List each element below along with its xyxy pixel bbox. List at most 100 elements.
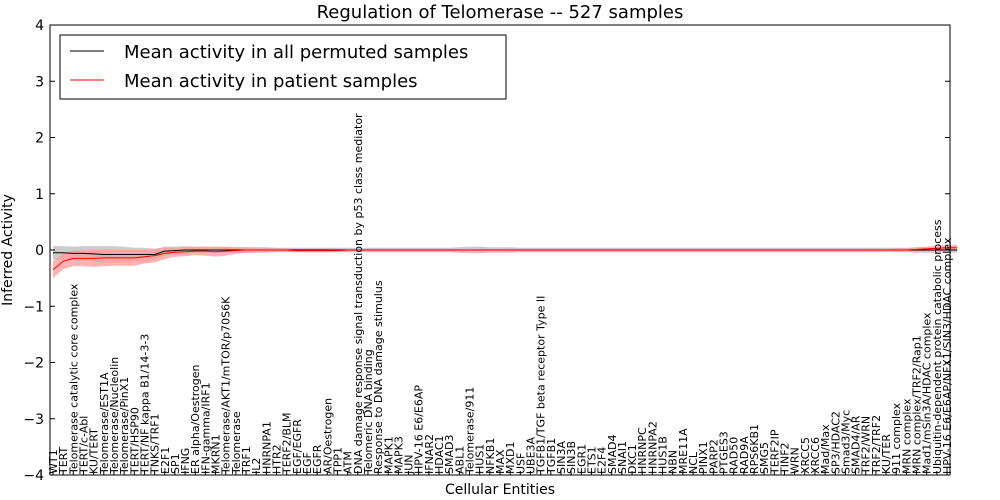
x-tick-label: Telomerase/AKT1/mTOR/p70S6K: [220, 296, 233, 475]
x-tick-label: SIN3A: [555, 441, 568, 474]
x-tick-label: HNRNPC: [636, 427, 649, 474]
x-tick-label: SNAI1: [616, 441, 629, 474]
x-tick-label: JUN: [403, 454, 416, 475]
x-tick-label: E2F4: [596, 447, 609, 474]
x-tick-label: NBN: [667, 450, 680, 474]
x-tick-label: KU/TERT: [88, 428, 101, 474]
x-tick-label: ETS1: [585, 446, 598, 474]
x-tick-label: PINX1: [697, 441, 710, 474]
x-tick-label: TERT/c-Abl: [78, 416, 91, 475]
y-tick-label: 0: [35, 243, 44, 259]
x-tick-label: TERF2/BLM: [281, 412, 294, 475]
x-tick-label: XRCC6: [809, 437, 822, 474]
x-tick-label: IFNAR2: [423, 434, 436, 474]
x-tick-label: MRN complex: [900, 398, 913, 474]
x-tick-label: RAD50: [728, 437, 741, 474]
x-tick-label: HPV-16 E6/E6AP/NFX1/SIN3/HDAC complex: [941, 237, 954, 474]
x-tick-label: HNRNPA1: [260, 421, 273, 474]
x-tick-label: DKC1: [626, 444, 639, 474]
x-tick-label: TRF2/WRN: [860, 416, 873, 475]
x-tick-label: TERT/NF kappa B1/14-3-3: [138, 334, 151, 475]
y-tick-label: −2: [23, 356, 44, 372]
x-tick-label: IL2: [250, 458, 263, 474]
x-tick-label: Mad/Max: [819, 424, 832, 474]
y-tick-label: 2: [35, 131, 44, 147]
x-tick-label: 911 complex: [890, 402, 903, 474]
x-tick-label: Telomerase/PinX1: [118, 377, 131, 475]
legend-label-patient: Mean activity in patient samples: [124, 71, 418, 92]
x-tick-label: UBE3A: [525, 436, 538, 474]
x-tick-label: Mad1/mSin3A/HDAC complex: [921, 312, 934, 474]
x-tick-label: Smad3/Myc: [839, 410, 852, 474]
x-tick-label: SMAD3: [443, 435, 456, 474]
x-tick-label: ABL1: [453, 446, 466, 474]
x-tick-label: HUS1: [474, 444, 487, 474]
x-tick-label: HUS1B: [657, 436, 670, 474]
x-tick-label: TERF2IP: [768, 429, 781, 475]
x-axis-label: Cellular Entities: [445, 482, 555, 498]
x-tick-label: ER alpha/Oestrogen: [189, 364, 202, 474]
x-tick-label: TGFB1: [545, 438, 558, 475]
x-tick-label: SMAD4: [606, 435, 619, 474]
x-tick-label: Telomerase/EST1A: [98, 372, 111, 475]
x-tick-label: EGF: [301, 452, 314, 474]
x-tick-label: USF: [514, 453, 527, 474]
line-patient: [52, 247, 958, 271]
x-tick-label: XRCC5: [799, 437, 812, 474]
x-tick-label: SMAD4/AR: [850, 415, 863, 474]
x-tick-label: TRF1: [240, 446, 253, 475]
x-tick-label: PARP2: [707, 439, 720, 474]
x-tick-label: IFN-gamma/IRF1: [199, 382, 212, 474]
x-tick-label: MRN complex/TRF2/Rap1: [911, 335, 924, 474]
x-tick-label: MKRN1: [210, 434, 223, 474]
x-tick-label: AR/Oestrogen: [321, 398, 334, 474]
x-tick-label: EGR1: [575, 444, 588, 474]
x-tick-label: NFKB1: [484, 438, 497, 474]
x-tick-label: DNA damage response signal transduction …: [352, 113, 365, 474]
x-tick-label: TINF2: [779, 442, 792, 475]
y-axis-label: Inferred Activity: [0, 194, 16, 306]
x-tick-label: TPP1: [332, 447, 345, 475]
x-tick-label: Telomerase/Nucleolin: [108, 357, 121, 475]
series-lines: [52, 247, 958, 271]
x-tick-label: MAPK1: [382, 436, 395, 474]
x-tick-label: SP3/HDAC2: [829, 411, 842, 474]
y-axis: −4 −3 −2 −1 0 1 2 3 4: [23, 18, 950, 484]
x-tick-label: Telomerase/911: [464, 387, 477, 475]
x-tick-label: RAD9A: [738, 436, 751, 474]
x-tick-label: SMG5: [758, 442, 771, 474]
legend: Mean activity in all permuted samples Me…: [59, 34, 507, 100]
x-tick-label: MRE11A: [677, 428, 690, 474]
x-tick-label: HDAC1: [433, 435, 446, 474]
x-tick-label: HNRNPA2: [646, 421, 659, 474]
x-tick-label: WRN: [789, 447, 802, 474]
x-tick-label: TERT: [57, 446, 70, 475]
x-tick-label: TNKS/TRF1: [149, 413, 162, 475]
x-tick-label: PTGES3: [718, 431, 731, 474]
chart-title: Regulation of Telomerase -- 527 samples: [317, 2, 684, 23]
legend-label-permuted: Mean activity in all permuted samples: [124, 42, 468, 63]
x-tick-label: Response to DNA damage stimulus: [372, 280, 385, 474]
x-tick-label: EGF/EGFR: [291, 419, 304, 474]
x-tick-label: Telomerase: [230, 411, 243, 475]
y-tick-label: −3: [23, 412, 44, 428]
x-tick-label: TERT/HSP90: [128, 407, 141, 475]
x-tick-label: EGFR: [311, 444, 324, 474]
x-tick-label: MAPK3: [392, 436, 405, 474]
y-tick-label: 1: [35, 187, 44, 203]
x-tick-label: HTR2: [271, 444, 284, 474]
x-tick-label: HPV-16 E6/E6AP: [413, 385, 426, 474]
x-tick-label: IFNG: [179, 448, 192, 474]
x-tick-label: Ubiquitin-dependent protein catabolic pr…: [931, 219, 944, 474]
x-tick-label: E2F1: [159, 447, 172, 474]
y-tick-label: 4: [35, 18, 44, 34]
x-tick-label: SP1: [169, 453, 182, 474]
x-tick-label: Telomerase catalytic core complex: [67, 283, 80, 475]
x-tick-label: MAX: [494, 449, 507, 474]
x-tick-label: RPS6KB1: [748, 424, 761, 474]
x-tick-label: TGFB1/TGF beta receptor Type II: [535, 296, 548, 475]
x-tick-label: ATM: [342, 451, 355, 474]
x-tick-label: MXD1: [504, 442, 517, 475]
